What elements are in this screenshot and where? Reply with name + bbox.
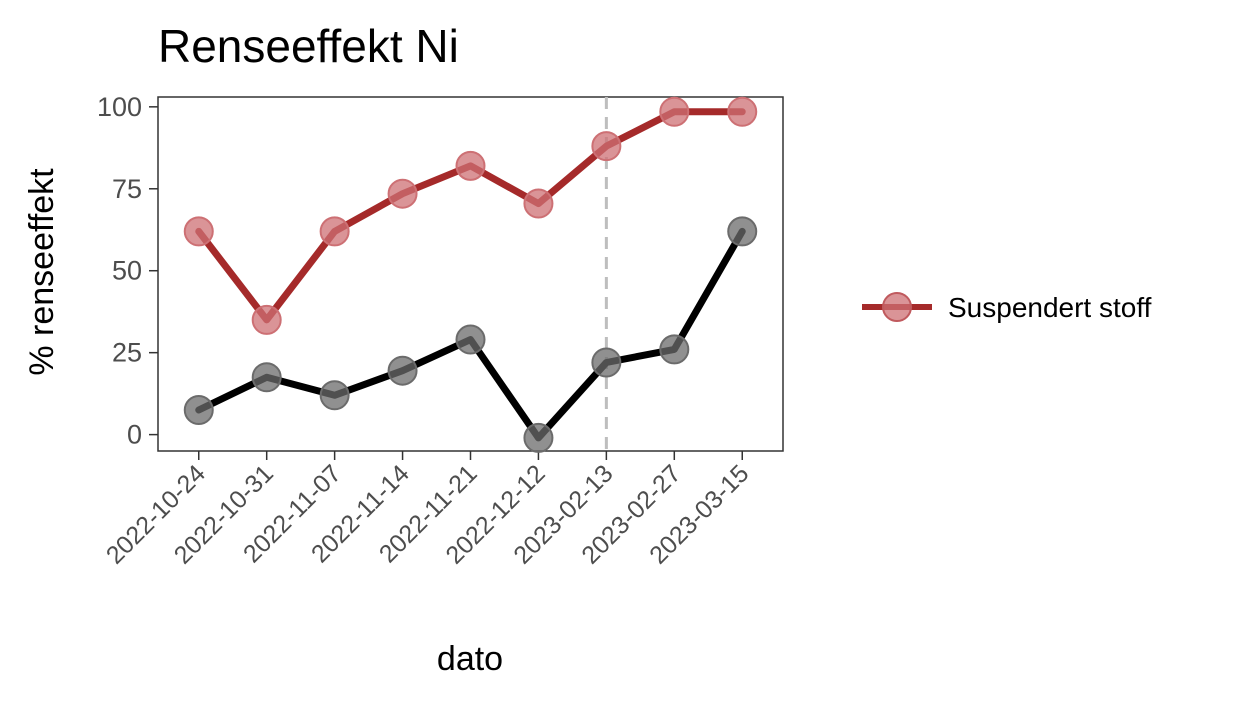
y-tick-label: 0 (127, 420, 142, 450)
series-1-point (727, 96, 758, 127)
y-axis-title: % renseeffekt (23, 168, 61, 376)
series-1-point (591, 131, 622, 162)
series-2-point (727, 216, 758, 247)
series-layer (183, 96, 758, 453)
x-axis-title: dato (437, 640, 503, 678)
chart-title: Renseeffekt Ni (158, 20, 459, 72)
series-1-point (183, 216, 214, 247)
series-1-point (659, 96, 690, 127)
series-2-point (319, 380, 350, 411)
series-2-point (455, 324, 486, 355)
x-axis: 2022-10-242022-10-312022-11-072022-11-14… (101, 451, 754, 570)
series-2-point (251, 362, 282, 393)
y-tick-label: 75 (112, 174, 142, 204)
series-2-point (591, 347, 622, 378)
y-tick-label: 50 (112, 256, 142, 286)
series-2-point (183, 395, 214, 426)
series-1-point (319, 216, 350, 247)
legend: Suspendert stoff (862, 292, 1152, 323)
series-2-point (387, 355, 418, 386)
legend-marker-swatch (882, 292, 912, 322)
series-1-point (523, 188, 554, 219)
legend-label: Suspendert stoff (948, 292, 1152, 323)
series-1-point (387, 178, 418, 209)
plot-panel (157, 96, 784, 452)
y-tick-label: 25 (112, 338, 142, 368)
y-tick-label: 100 (97, 92, 142, 122)
series-2-point (659, 334, 690, 365)
y-axis: 0 25 50 75 100 (97, 92, 158, 450)
series-1-point (251, 304, 282, 335)
series-1-point (455, 150, 486, 181)
series-2-point (523, 422, 554, 453)
